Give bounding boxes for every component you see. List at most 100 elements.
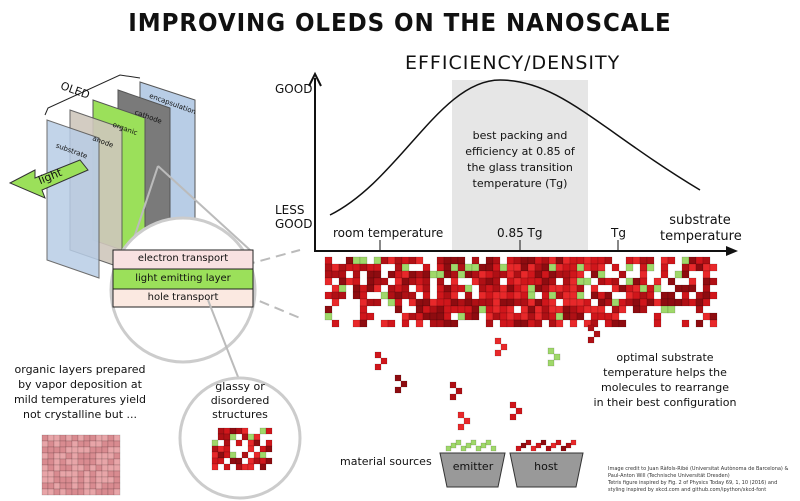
molecule-block [611,298,620,307]
highlight-line: temperature (Tg) [472,177,568,190]
molecule-block [632,298,641,307]
molecule-block [688,263,697,272]
glassy-block [265,445,273,453]
glassy-block [253,439,261,447]
molecule-block [352,263,361,272]
highlight-region [452,80,588,250]
molecule-block [408,277,417,286]
molecule-block [548,270,557,279]
y-axis-arrow [308,71,322,87]
molecule-block [548,284,557,293]
molecule-block [352,284,361,293]
molecule-block [674,284,683,293]
glassy-block [247,439,255,447]
glassy-block [253,457,261,465]
falling-molecule [500,343,508,351]
molecule-block [366,270,375,279]
crystal-block [59,488,67,496]
molecule-block [492,277,501,286]
molecule-block [632,284,641,293]
crystal-block [59,458,67,466]
glassy-block [235,427,243,435]
molecule-block [590,319,599,328]
molecule-block [527,298,536,307]
glassy-block [229,451,237,459]
molecule-block [520,284,529,293]
glassy-block [211,439,219,447]
molecule-block [639,277,648,286]
molecule-block [387,270,396,279]
molecule-block [324,312,333,321]
crystal-block [107,434,115,442]
molecule-block [415,298,424,307]
molecule-block [331,319,340,328]
molecule-block [506,284,515,293]
falling-molecule [494,349,502,357]
falling-molecule [457,411,465,419]
molecule-block [471,270,480,279]
molecule-block [499,263,508,272]
molecule-block [380,277,389,286]
molecule-block [415,284,424,293]
molecule-block [618,298,627,307]
molecule-block [506,319,515,328]
molecule-block [506,305,515,314]
glassy-block [217,427,225,435]
crystal-block [89,458,97,466]
crystal-block [77,458,85,466]
molecule-block [513,319,522,328]
crystal-block [113,464,121,472]
molecule-block [352,319,361,328]
molecule-block [548,312,557,321]
glassy-block [253,451,261,459]
crystal-block [47,440,55,448]
molecule-block [380,319,389,328]
molecule-block [618,305,627,314]
molecule-block [660,256,669,265]
molecule-block [555,291,564,300]
crystal-block [101,464,109,472]
molecule-block [541,291,550,300]
crystal-block [83,464,91,472]
molecule-block [422,298,431,307]
emitter-molecule [470,439,477,446]
molecule-block [632,277,641,286]
note-line: by vapor deposition at [18,378,142,391]
molecule-block [401,263,410,272]
molecule-block [387,256,396,265]
molecule-block [625,256,634,265]
molecule-block [450,256,459,265]
molecule-block [443,319,452,328]
molecule-block [534,298,543,307]
falling-molecule [494,337,502,345]
molecule-block [485,284,494,293]
molecule-block [436,291,445,300]
layer-light-emitting: light emitting layer [135,273,231,284]
page-title: IMPROVING OLEDS ON THE NANOSCALE [128,8,672,37]
credit-line: Tetris figure inspired by Fig. 2 of Phys… [608,480,778,486]
molecule-block [506,291,515,300]
efficiency-curve [329,79,701,216]
molecule-block [436,263,445,272]
molecule-block [485,277,494,286]
crystal-block [41,458,49,466]
crystal-block [65,482,73,490]
highlight-line: efficiency at 0.85 of [465,145,575,158]
molecule-block [513,256,522,265]
molecule-block [443,298,452,307]
molecule-block [359,284,368,293]
molecule-block [394,298,403,307]
molecule-block [443,263,452,272]
molecule-block [485,270,494,279]
molecule-block [331,263,340,272]
molecule-block [576,291,585,300]
molecule-block [555,263,564,272]
crystal-block [53,476,61,484]
molecule-block [660,305,669,314]
crystal-block [101,434,109,442]
falling-molecule [449,393,457,401]
molecule-block [464,270,473,279]
molecule-block [394,284,403,293]
host-molecule [515,445,522,452]
molecule-block [436,305,445,314]
